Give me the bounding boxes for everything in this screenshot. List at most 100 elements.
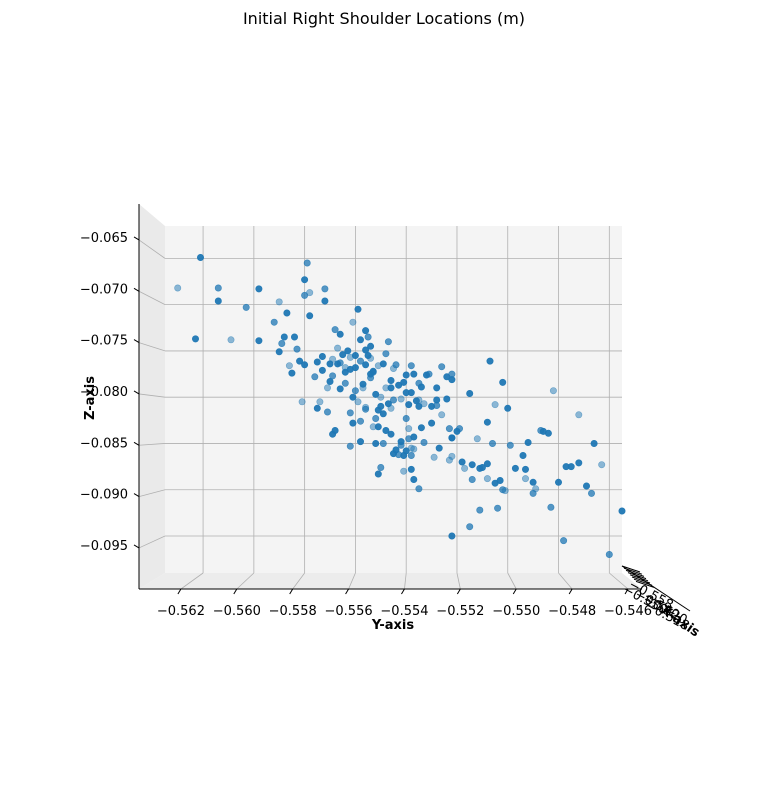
data-point — [372, 414, 380, 422]
data-point — [374, 470, 382, 478]
data-point — [476, 506, 484, 514]
y-axis-tick-label: −0.560 — [213, 604, 261, 619]
data-point — [458, 458, 466, 466]
floor-grid-line — [292, 572, 305, 590]
y-axis-tick-label: −0.558 — [269, 604, 317, 619]
data-point — [410, 433, 418, 441]
data-point — [407, 465, 415, 473]
data-point — [242, 303, 250, 311]
data-point — [313, 358, 321, 366]
data-point — [407, 451, 415, 459]
data-point — [296, 357, 304, 365]
data-point — [377, 393, 385, 401]
data-point — [532, 485, 540, 493]
depth-axis-tick — [629, 574, 649, 582]
data-point — [389, 396, 397, 404]
data-point — [407, 389, 415, 397]
data-point — [466, 389, 474, 397]
data-point — [506, 441, 514, 449]
data-point — [420, 400, 428, 408]
data-point — [379, 439, 387, 447]
data-point — [283, 309, 291, 317]
y-axis-tick-label: −0.562 — [157, 604, 205, 619]
data-point — [590, 439, 598, 447]
data-point — [410, 370, 418, 378]
data-point — [346, 442, 354, 450]
data-point — [425, 370, 433, 378]
depth-axis-ticks — [621, 565, 655, 588]
data-point — [318, 352, 326, 360]
z-axis-tick-label: −0.075 — [80, 334, 128, 349]
floor-grid-line — [558, 572, 573, 590]
z-axis-tick — [133, 544, 140, 549]
data-point — [430, 453, 438, 461]
data-point — [356, 357, 364, 365]
data-point — [582, 482, 590, 490]
z-axis-tick-label: −0.090 — [80, 488, 128, 503]
data-point — [443, 395, 451, 403]
data-point — [349, 318, 357, 326]
data-point — [598, 461, 606, 469]
data-point — [575, 411, 583, 419]
y-axis-tick-label: −0.552 — [436, 604, 484, 619]
data-point — [197, 254, 205, 262]
y-axis-tick — [401, 588, 405, 595]
data-point — [605, 550, 613, 558]
data-point — [473, 435, 481, 443]
data-point — [524, 438, 532, 446]
data-point — [382, 350, 390, 358]
data-point — [384, 338, 392, 346]
z-axis-tick-label: −0.070 — [80, 282, 128, 297]
z-axis-tick — [133, 493, 140, 498]
chart-title: Initial Right Shoulder Locations (m) — [243, 9, 525, 28]
y-axis-tick — [568, 588, 573, 595]
data-point — [410, 475, 418, 483]
z-axis-tick-label: −0.065 — [80, 231, 128, 246]
data-point — [567, 463, 575, 471]
y-axis-tick — [177, 588, 182, 595]
data-point — [301, 361, 309, 369]
data-point — [466, 523, 474, 531]
y-axis-ticks: −0.562 −0.560 −0.558 −0.556 −0.554 −0.552 −0.5… — [157, 588, 652, 619]
y-axis-tick — [289, 588, 294, 595]
data-point — [306, 289, 314, 297]
depth-axis-tick — [631, 576, 651, 584]
data-point — [293, 345, 301, 353]
data-point — [255, 337, 263, 345]
data-point — [379, 410, 387, 418]
floor-grid-line — [609, 572, 629, 590]
data-point — [377, 402, 385, 410]
data-point — [301, 276, 309, 284]
data-point — [351, 364, 359, 372]
data-point — [321, 285, 329, 293]
data-point — [448, 434, 456, 442]
data-point — [415, 485, 423, 493]
y-axis-tick — [456, 588, 461, 595]
floor-grid-line — [456, 572, 461, 590]
data-point — [405, 425, 413, 433]
depth-axis-tick — [635, 580, 655, 588]
data-point — [468, 475, 476, 483]
data-point — [329, 372, 337, 380]
wall-grid-line — [138, 489, 166, 497]
data-point — [356, 438, 364, 446]
data-point — [214, 297, 222, 305]
data-point — [255, 285, 263, 293]
data-point — [445, 425, 453, 433]
data-point — [544, 429, 552, 437]
data-point — [351, 387, 359, 395]
data-point — [351, 351, 359, 359]
data-point — [400, 378, 408, 386]
data-point — [499, 378, 507, 386]
y-axis-tick — [512, 588, 517, 595]
data-point — [448, 370, 456, 378]
data-point — [326, 377, 334, 385]
data-point — [362, 327, 370, 335]
y-axis-tick-label: −0.548 — [548, 604, 596, 619]
data-point — [339, 351, 347, 359]
data-point — [448, 532, 456, 540]
data-point — [174, 284, 182, 292]
z-axis-tick — [133, 390, 140, 395]
data-point — [521, 465, 529, 473]
